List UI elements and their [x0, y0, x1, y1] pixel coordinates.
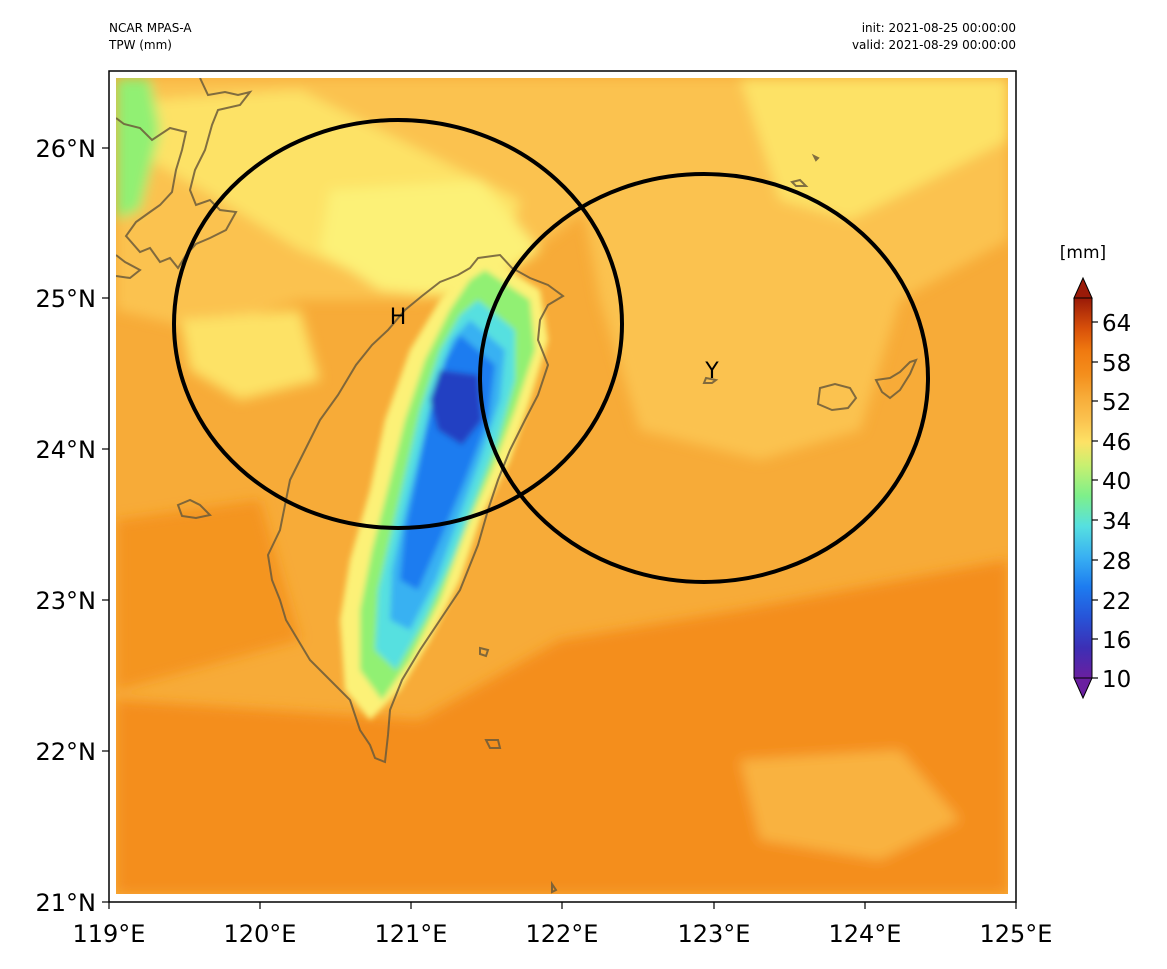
y-tick-label: 26°N — [36, 135, 97, 163]
init-time: init: 2021-08-25 00:00:00 — [861, 21, 1016, 35]
y-axis: 21°N 22°N 23°N 24°N 25°N 26°N — [36, 135, 109, 917]
y-tick-label: 21°N — [36, 889, 97, 917]
circle-y — [478, 172, 930, 584]
header-left: NCAR MPAS-A TPW (mm) — [109, 20, 192, 54]
label-y: Y — [704, 359, 719, 384]
island-east-1 — [816, 382, 858, 412]
colorbar-label: 46 — [1102, 430, 1131, 456]
colorbar-top-arrow — [1073, 276, 1093, 299]
colorbar-body — [1073, 297, 1093, 679]
label-h: H — [390, 305, 407, 330]
header-right: init: 2021-08-25 00:00:00 valid: 2021-08… — [852, 20, 1016, 54]
x-tick-label: 124°E — [829, 920, 902, 948]
colorbar-label: 40 — [1102, 469, 1131, 495]
colorbar-bottom-arrow — [1073, 677, 1093, 700]
colorbar-label: 22 — [1102, 589, 1131, 615]
colorbar-label: 58 — [1102, 351, 1131, 377]
colorbar-label: 52 — [1102, 390, 1131, 416]
colorbar-unit: [mm] — [1060, 243, 1106, 263]
model-name: NCAR MPAS-A — [109, 21, 192, 35]
y-tick-label: 23°N — [36, 587, 97, 615]
x-tick-label: 123°E — [678, 920, 751, 948]
island-east-2 — [874, 358, 918, 400]
colorbar-label: 16 — [1102, 628, 1131, 654]
y-tick-label: 22°N — [36, 738, 97, 766]
x-tick-label: 125°E — [980, 920, 1053, 948]
colorbar-label: 10 — [1102, 667, 1131, 693]
x-tick-label: 119°E — [73, 920, 146, 948]
colorbar-label: 28 — [1102, 549, 1131, 575]
x-tick-label: 121°E — [375, 920, 448, 948]
x-axis: 119°E 120°E 121°E 122°E 123°E 124°E 125°… — [73, 902, 1053, 948]
circle-h — [172, 118, 624, 530]
valid-time: valid: 2021-08-29 00:00:00 — [851, 38, 1016, 52]
x-tick-label: 120°E — [224, 920, 297, 948]
taiwan-coast — [266, 253, 565, 764]
colorbar-label: 34 — [1102, 509, 1131, 535]
x-tick-label: 122°E — [526, 920, 599, 948]
tpw-field — [116, 78, 1008, 894]
variable-name: TPW (mm) — [109, 38, 172, 52]
y-tick-label: 25°N — [36, 285, 97, 313]
colorbar-label: 64 — [1102, 311, 1131, 337]
colorbar: [mm] 10 16 22 28 34 40 46 52 58 64 — [1060, 243, 1131, 700]
y-tick-label: 24°N — [36, 436, 97, 464]
